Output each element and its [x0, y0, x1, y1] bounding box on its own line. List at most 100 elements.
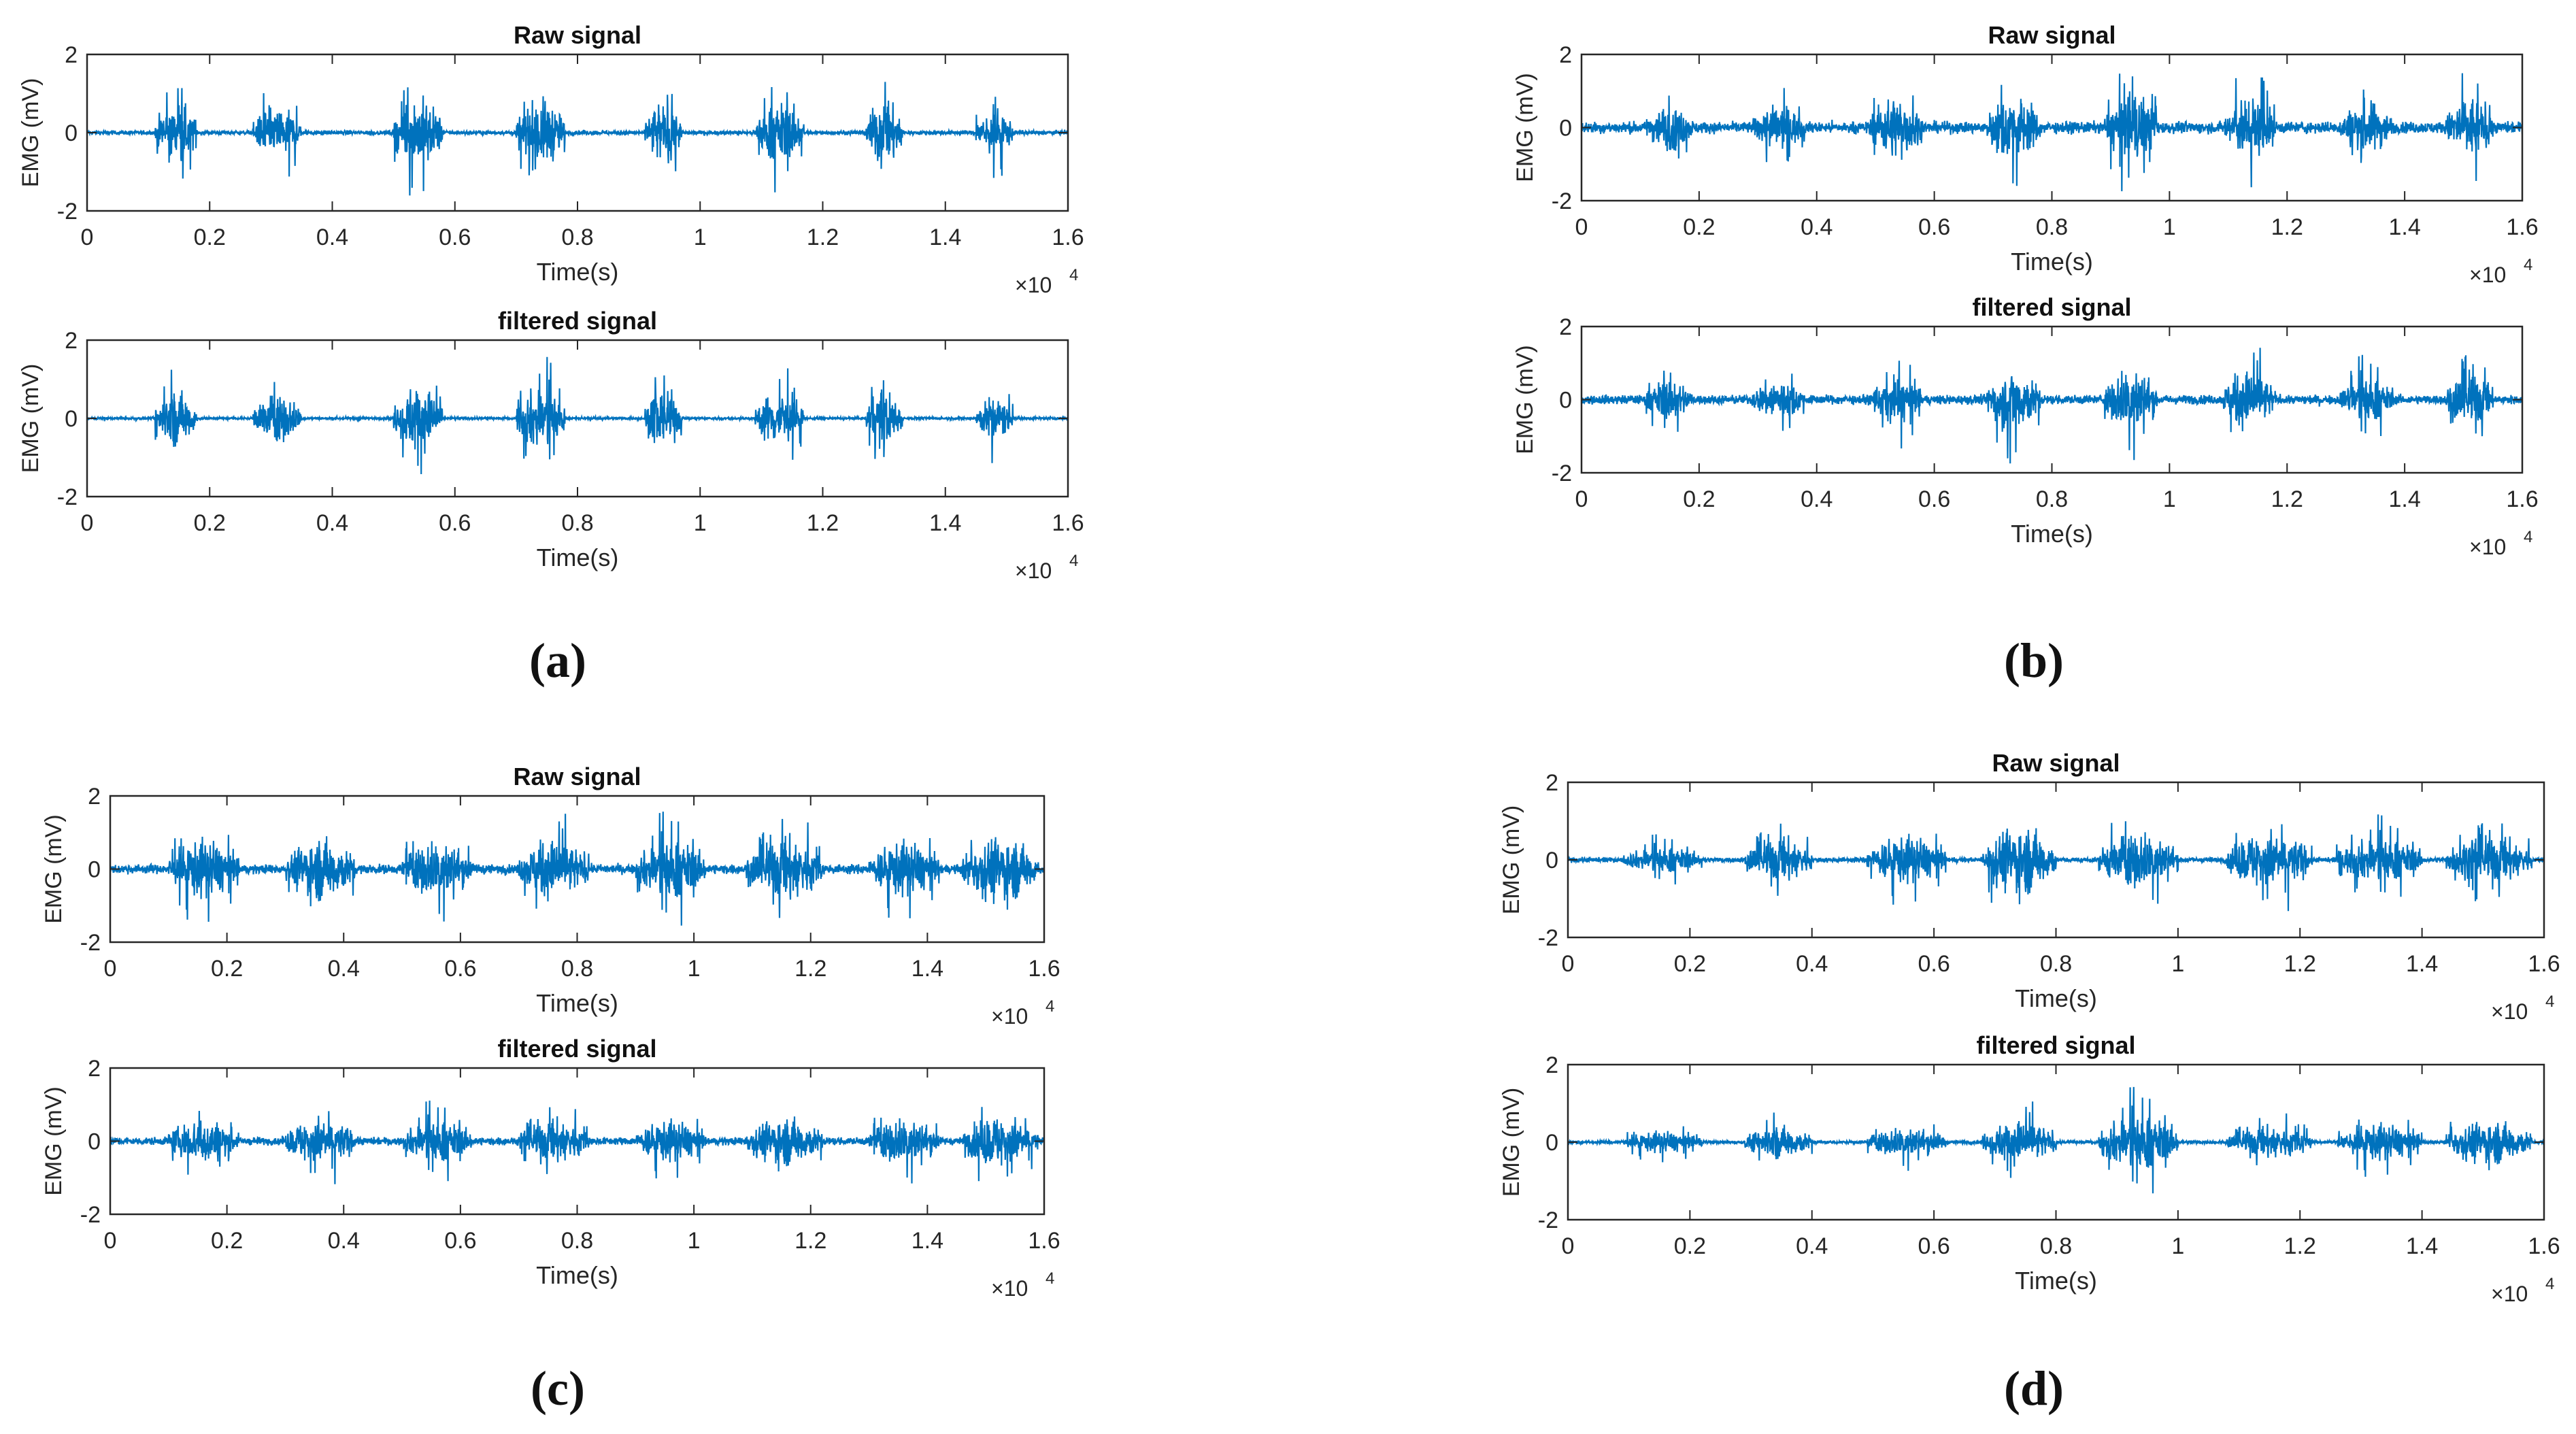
panel-label-b: (b) — [2004, 633, 2064, 688]
x-tick-label: 1.4 — [929, 510, 961, 536]
x-tick-label: 1.2 — [807, 510, 839, 536]
x-axis-multiplier: ×10 — [2469, 263, 2506, 287]
x-axis-label: Time(s) — [2015, 984, 2097, 1012]
emg-trace — [1582, 348, 2522, 464]
x-axis-multiplier-exponent: 4 — [1069, 266, 1078, 284]
x-tick-label: 1 — [694, 510, 707, 536]
y-axis-label: EMG (mV) — [1512, 73, 1538, 182]
x-tick-label: 1.4 — [2406, 951, 2438, 977]
x-tick-label: 0.2 — [194, 224, 226, 250]
y-tick-label: 0 — [1545, 848, 1558, 873]
x-tick-label: 1.6 — [2506, 486, 2538, 512]
x-tick-label: 1.6 — [1052, 224, 1084, 250]
x-tick-label: 0.6 — [444, 956, 476, 982]
y-tick-label: 2 — [65, 328, 78, 354]
x-axis-multiplier: ×10 — [2469, 535, 2506, 559]
x-tick-label: 1.4 — [911, 956, 943, 982]
y-tick-label: 0 — [88, 1129, 101, 1155]
x-axis-label: Time(s) — [537, 544, 619, 571]
x-tick-label: 0.2 — [1674, 1233, 1706, 1259]
x-tick-label: 1.2 — [2284, 1233, 2316, 1259]
x-tick-label: 1.4 — [929, 224, 961, 250]
x-tick-label: 1.6 — [1052, 510, 1084, 536]
x-tick-label: 0.2 — [1683, 214, 1715, 240]
y-axis-label: EMG (mV) — [41, 1086, 67, 1196]
x-tick-label: 1 — [2171, 951, 2184, 977]
chart-title: filtered signal — [1976, 1031, 2135, 1059]
y-tick-label: 2 — [1559, 42, 1572, 68]
x-tick-label: 1.2 — [2271, 214, 2303, 240]
x-axis-multiplier: ×10 — [2491, 999, 2528, 1024]
y-tick-label: -2 — [57, 199, 78, 224]
x-axis-label: Time(s) — [536, 989, 618, 1017]
x-tick-label: 1.6 — [1028, 1228, 1060, 1254]
y-tick-label: -2 — [1538, 1207, 1558, 1233]
x-tick-label: 0 — [104, 956, 117, 982]
y-tick-label: 0 — [1559, 116, 1572, 141]
chart-title: Raw signal — [1988, 21, 2115, 49]
y-tick-label: -2 — [1538, 925, 1558, 951]
y-tick-label: 2 — [65, 42, 78, 68]
y-tick-label: 2 — [1559, 314, 1572, 340]
y-tick-label: -2 — [80, 1202, 101, 1228]
x-axis-label: Time(s) — [2015, 1267, 2097, 1295]
x-tick-label: 0.2 — [211, 956, 243, 982]
x-axis-label: Time(s) — [537, 258, 619, 286]
x-tick-label: 0.4 — [1801, 214, 1833, 240]
x-tick-label: 0.8 — [561, 510, 593, 536]
x-tick-label: 0.8 — [2040, 1233, 2072, 1259]
x-tick-label: 1.6 — [2528, 1233, 2560, 1259]
chart-title: Raw signal — [514, 21, 641, 49]
x-axis-multiplier-exponent: 4 — [1046, 997, 1054, 1016]
y-tick-label: -2 — [1552, 461, 1572, 486]
x-tick-label: 0.2 — [1674, 951, 1706, 977]
x-tick-label: 1.2 — [794, 1228, 826, 1254]
x-tick-label: 0.6 — [439, 510, 471, 536]
x-tick-label: 1 — [688, 956, 701, 982]
x-axis-multiplier-exponent: 4 — [2524, 528, 2532, 546]
x-tick-label: 0.8 — [561, 956, 593, 982]
x-tick-label: 1.4 — [2406, 1233, 2438, 1259]
y-tick-label: 0 — [65, 406, 78, 432]
x-tick-label: 0.6 — [1918, 486, 1950, 512]
y-axis-label: EMG (mV) — [1512, 345, 1538, 454]
x-axis-multiplier: ×10 — [991, 1004, 1028, 1029]
x-tick-label: 0.8 — [2040, 951, 2072, 977]
emg-trace — [1568, 1086, 2544, 1194]
emg-trace — [110, 812, 1044, 926]
x-axis-label: Time(s) — [2011, 248, 2093, 276]
x-axis-multiplier-exponent: 4 — [2524, 256, 2532, 274]
x-tick-label: 0.6 — [1918, 951, 1950, 977]
x-tick-label: 1.6 — [2506, 214, 2538, 240]
x-axis-label: Time(s) — [2011, 520, 2093, 548]
x-tick-label: 0 — [81, 224, 94, 250]
x-tick-label: 0.2 — [211, 1228, 243, 1254]
x-tick-label: 1.2 — [2284, 951, 2316, 977]
x-tick-label: 0.4 — [1796, 951, 1828, 977]
y-axis-label: EMG (mV) — [1499, 1088, 1524, 1197]
x-tick-label: 1 — [694, 224, 707, 250]
emg-trace — [87, 82, 1068, 196]
y-tick-label: 2 — [1545, 770, 1558, 796]
x-axis-multiplier-exponent: 4 — [2545, 1275, 2554, 1293]
x-axis-label: Time(s) — [536, 1261, 618, 1289]
x-axis-multiplier: ×10 — [991, 1276, 1028, 1301]
y-tick-label: -2 — [1552, 188, 1572, 214]
x-tick-label: 0.6 — [444, 1228, 476, 1254]
x-tick-label: 0 — [104, 1228, 117, 1254]
x-axis-multiplier-exponent: 4 — [1069, 552, 1078, 570]
x-tick-label: 1.4 — [911, 1228, 943, 1254]
chart-title: Raw signal — [513, 763, 641, 790]
x-tick-label: 0.8 — [561, 1228, 593, 1254]
x-tick-label: 1.6 — [1028, 956, 1060, 982]
y-axis-label: EMG (mV) — [18, 364, 44, 473]
y-axis-label: EMG (mV) — [1499, 805, 1524, 915]
x-tick-label: 1.2 — [794, 956, 826, 982]
